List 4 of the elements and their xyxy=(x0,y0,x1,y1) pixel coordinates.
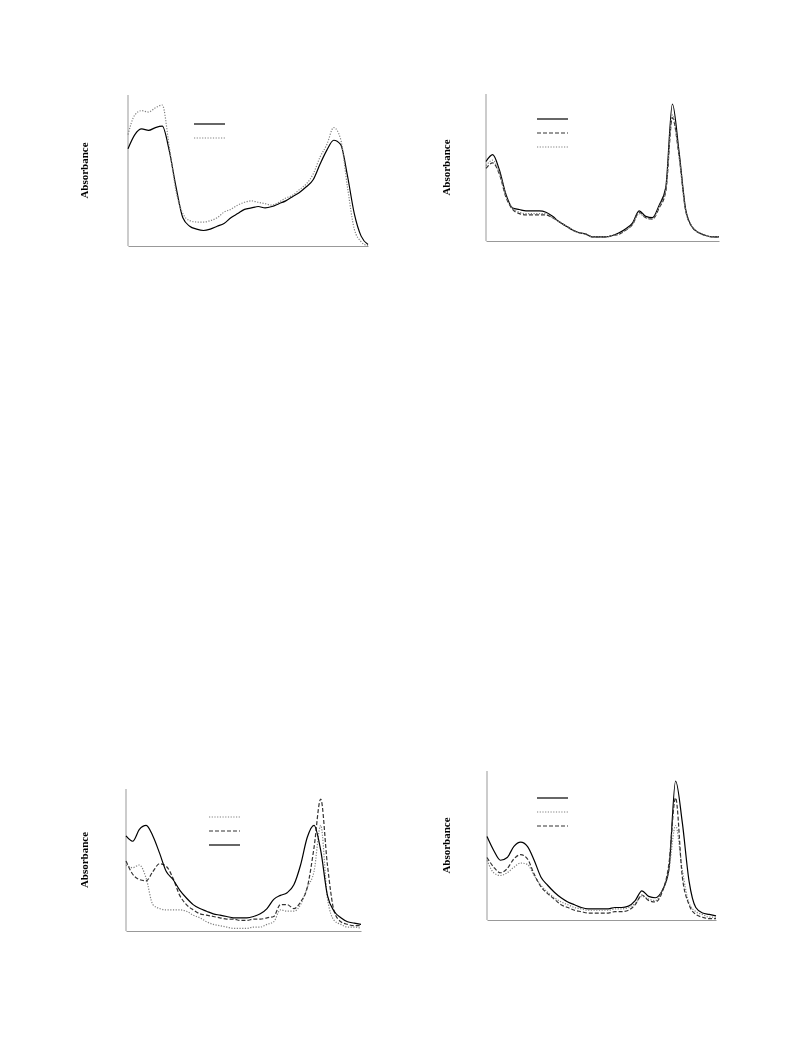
y-axis-title: Absorbance xyxy=(440,817,452,874)
y-axis-title: Absorbance xyxy=(78,831,90,889)
y-axis-title: Absorbance xyxy=(78,142,90,199)
y-axis-title: Absorbance xyxy=(440,139,452,196)
